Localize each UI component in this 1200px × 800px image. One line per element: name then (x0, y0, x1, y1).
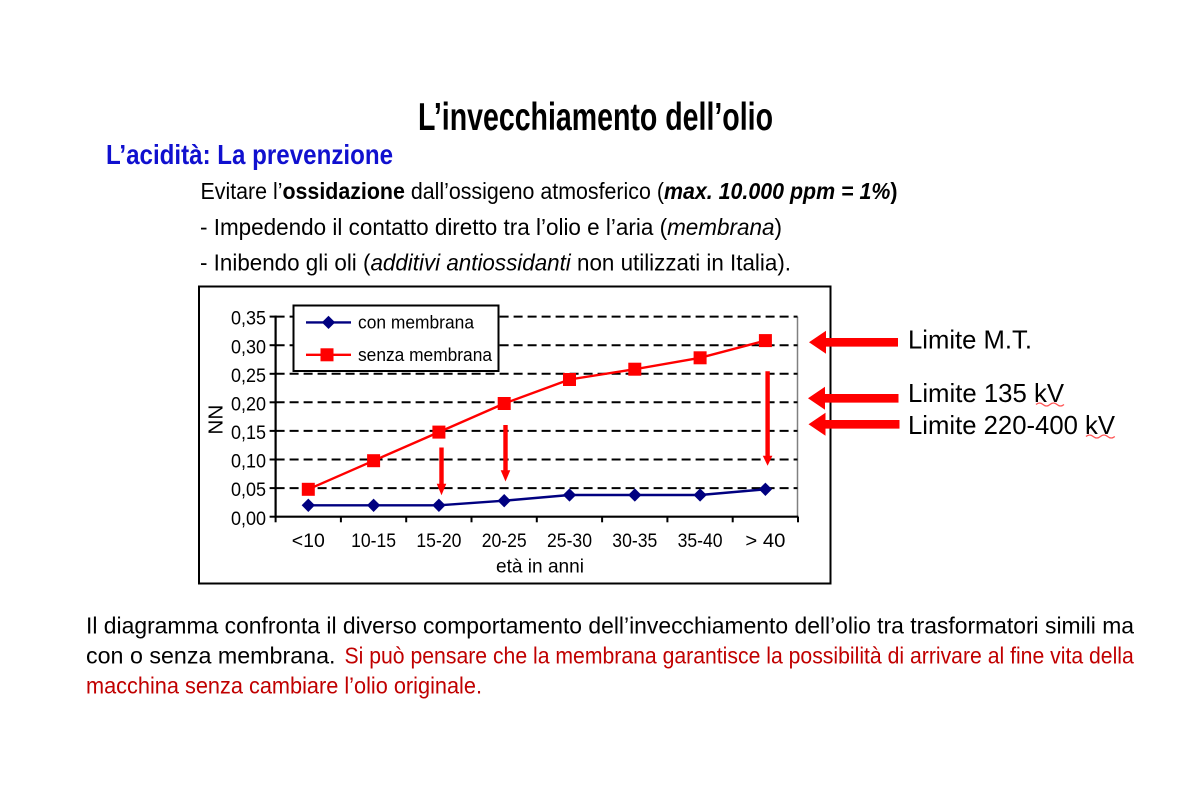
svg-text:Evitare l’ossidazione dall’oss: Evitare l’ossidazione dall’ossigeno atmo… (201, 178, 898, 204)
svg-text:30-35: 30-35 (612, 530, 657, 552)
svg-text:0,25: 0,25 (231, 365, 266, 387)
svg-text:0,05: 0,05 (231, 479, 266, 501)
svg-text:L’acidità: La prevenzione: L’acidità: La prevenzione (106, 139, 393, 170)
svg-text:L’invecchiamento dell’olio: L’invecchiamento dell’olio (418, 96, 773, 139)
svg-text:0,10: 0,10 (231, 451, 266, 473)
svg-text:0,30: 0,30 (231, 336, 266, 358)
svg-text:NN: NN (206, 405, 228, 435)
svg-text:con o senza membrana.: con o senza membrana. (86, 642, 336, 668)
svg-text:15-20: 15-20 (416, 530, 461, 552)
svg-text:Il diagramma confronta il dive: Il diagramma confronta il diverso compor… (86, 612, 1134, 638)
svg-text:macchina senza cambiare l’olio: macchina senza cambiare l’olio originale… (86, 672, 482, 698)
svg-text:0,15: 0,15 (231, 422, 266, 444)
svg-text:- Impedendo il contatto dirett: - Impedendo il contatto diretto tra l’ol… (200, 214, 782, 240)
svg-text:0,00: 0,00 (231, 508, 266, 530)
svg-text:età in anni: età in anni (496, 557, 584, 578)
svg-text:35-40: 35-40 (678, 530, 723, 552)
svg-text:> 40: > 40 (745, 530, 785, 552)
svg-text:senza membrana: senza membrana (358, 344, 493, 365)
svg-text:10-15: 10-15 (351, 530, 396, 552)
svg-text:0,35: 0,35 (231, 308, 266, 330)
svg-text:0,20: 0,20 (231, 393, 266, 415)
svg-text:20-25: 20-25 (482, 530, 527, 552)
svg-text:con membrana: con membrana (358, 312, 475, 333)
svg-text:Limite M.T.: Limite M.T. (908, 325, 1032, 355)
svg-text:Si può pensare che la membrana: Si può pensare che la membrana garantisc… (345, 642, 1135, 668)
svg-text:<10: <10 (292, 530, 325, 552)
svg-text:25-30: 25-30 (547, 530, 592, 552)
svg-text:Limite 220-400 kV: Limite 220-400 kV (908, 410, 1116, 440)
svg-text:- Inibendo gli oli (additivi a: - Inibendo gli oli (additivi antiossidan… (200, 250, 791, 276)
